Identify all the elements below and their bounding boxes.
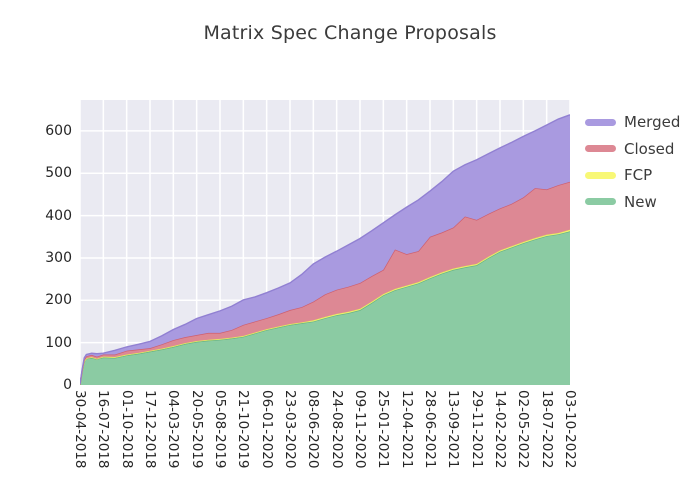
x-tick-label: 28-06-2021 bbox=[422, 390, 438, 469]
x-tick-label: 21-10-2019 bbox=[235, 390, 252, 469]
legend-label: Closed bbox=[624, 139, 675, 158]
legend-label: Merged bbox=[624, 113, 681, 132]
x-tick-label: 12-04-2021 bbox=[398, 390, 415, 469]
x-tick-label: 18-07-2022 bbox=[538, 390, 555, 469]
x-tick-label: 08-06-2020 bbox=[305, 390, 322, 469]
y-tick-label: 0 bbox=[63, 377, 72, 393]
chart-title: Matrix Spec Change Proposals bbox=[203, 22, 497, 44]
legend-swatch-icon bbox=[585, 145, 616, 153]
y-tick-label: 200 bbox=[45, 292, 72, 309]
legend-swatch-icon bbox=[585, 118, 616, 126]
x-tick-label: 29-11-2021 bbox=[468, 390, 485, 469]
legend: Merged Closed FCP New bbox=[585, 109, 680, 215]
y-tick-label: 300 bbox=[45, 249, 72, 266]
x-tick-label: 09-11-2020 bbox=[352, 390, 368, 469]
plot-area bbox=[80, 100, 570, 385]
x-tick-label: 17-12-2018 bbox=[142, 390, 158, 469]
legend-label: New bbox=[624, 192, 657, 211]
x-tick-label: 02-05-2022 bbox=[515, 390, 532, 469]
x-tick-label: 14-02-2022 bbox=[492, 390, 508, 469]
line-merged bbox=[80, 114, 570, 385]
legend-item-closed: Closed bbox=[585, 136, 680, 163]
x-tick-label: 25-01-2021 bbox=[375, 390, 392, 469]
y-tick-label: 500 bbox=[45, 165, 72, 182]
legend-item-new: New bbox=[585, 189, 680, 216]
y-tick-label: 400 bbox=[45, 207, 72, 224]
x-tick-label: 13-09-2021 bbox=[445, 390, 462, 469]
x-tick-label: 04-03-2019 bbox=[165, 390, 182, 469]
x-tick-label: 03-10-2022 bbox=[562, 390, 578, 469]
x-tick-label: 01-10-2018 bbox=[118, 390, 135, 469]
y-tick-label: 100 bbox=[45, 334, 72, 351]
area-closed bbox=[80, 181, 570, 385]
area-new bbox=[80, 231, 570, 385]
x-tick-label: 20-05-2019 bbox=[188, 390, 205, 469]
legend-swatch-icon bbox=[585, 171, 616, 179]
x-tick-label: 30-04-2018 bbox=[72, 390, 88, 469]
x-tick-label: 06-01-2020 bbox=[258, 390, 275, 469]
legend-item-merged: Merged bbox=[585, 109, 680, 136]
x-tick-label: 16-07-2018 bbox=[95, 390, 112, 469]
legend-swatch-icon bbox=[585, 198, 616, 206]
y-tick-label: 600 bbox=[45, 122, 72, 139]
x-tick-label: 05-08-2019 bbox=[212, 390, 228, 469]
x-tick-label: 23-03-2020 bbox=[282, 390, 298, 469]
legend-item-fcp: FCP bbox=[585, 162, 680, 189]
x-tick-label: 24-08-2020 bbox=[328, 390, 345, 469]
legend-label: FCP bbox=[624, 166, 653, 185]
